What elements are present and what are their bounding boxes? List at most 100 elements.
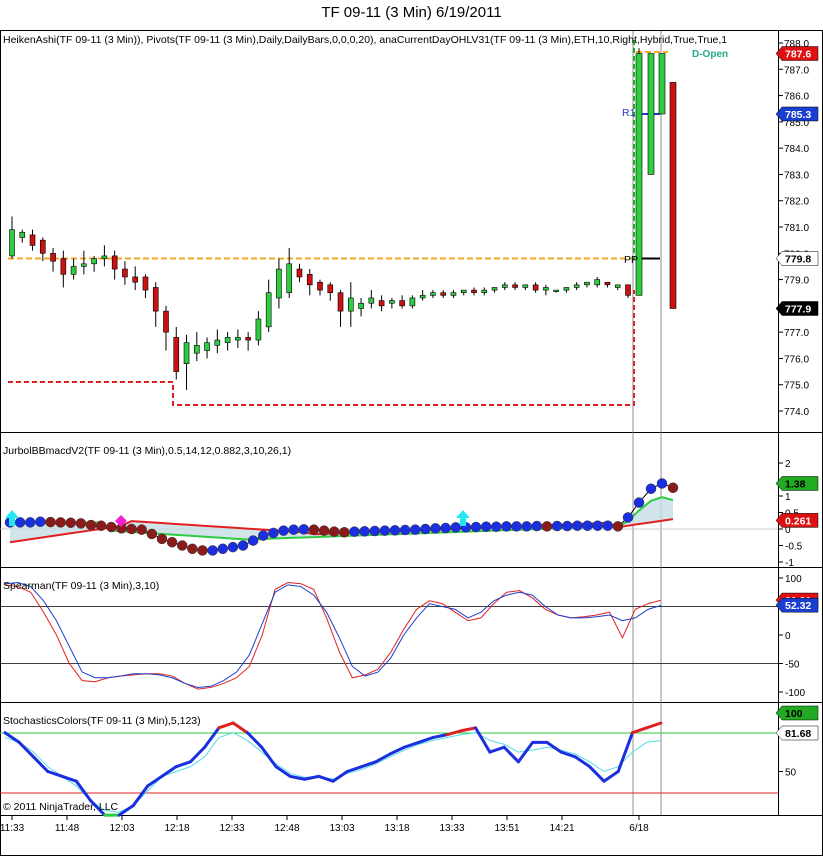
macd-dot <box>592 520 603 531</box>
stoch-k-segment <box>217 721 235 730</box>
candle-body <box>183 342 190 364</box>
candle-body <box>635 53 643 296</box>
candle-body <box>658 53 666 115</box>
time-tick-label: 14:21 <box>549 823 574 834</box>
candle-body <box>669 82 677 309</box>
stoch-k-segment <box>474 726 492 754</box>
candle-body <box>306 274 313 286</box>
price-tick-label: 776.0 <box>784 354 809 365</box>
macd-badge-lower: 0.261 <box>775 513 819 528</box>
stoch-k-segment <box>402 740 421 749</box>
stoch-k-segment <box>374 752 392 764</box>
macd-dot <box>541 521 553 532</box>
axes-layer: 788.0 787.0 786.0 785.0 784.0 783.0 782.0 781.0… <box>0 39 819 834</box>
stoch-k-segment <box>317 774 335 783</box>
candle-body <box>276 268 282 299</box>
macd-dot <box>667 482 679 493</box>
stoch-k-segment <box>231 721 249 735</box>
time-tick-label: 13:03 <box>329 823 354 834</box>
candle-body <box>19 231 26 238</box>
candle-body <box>501 284 508 288</box>
macd-dot <box>106 521 117 533</box>
price-tick-label: 781.0 <box>784 223 809 234</box>
candle-body <box>70 266 77 275</box>
macd-dot <box>430 523 441 534</box>
spearman-tick-label: -50 <box>785 660 800 671</box>
day-low-line <box>8 290 635 406</box>
macd-dot <box>470 521 482 533</box>
price-tick-label: 784.0 <box>784 144 809 155</box>
macd-dot <box>55 517 66 528</box>
candle-body <box>111 255 118 270</box>
macd-dot <box>561 520 573 532</box>
macd-dot <box>288 524 299 535</box>
price-badge-dopen: 787.6 <box>775 46 819 61</box>
macd-dot <box>612 521 624 532</box>
macd-dot <box>278 525 289 536</box>
stoch-badge-lower: 81.68 <box>775 725 819 741</box>
price-tick-label: 785.0 <box>784 118 809 129</box>
macd-dot <box>349 526 360 537</box>
price-badge-pp: 779.8 <box>775 251 819 266</box>
value-badge-shape <box>775 597 819 613</box>
candle-body <box>573 284 580 288</box>
time-tick-label: 12:33 <box>219 823 244 834</box>
macd-dot <box>45 516 56 528</box>
candle-body <box>255 318 262 341</box>
time-tick-label: 13:18 <box>384 823 409 834</box>
value-badge-shape <box>775 705 819 721</box>
spearman-panel-label: Spearman(TF 09-11 (3 Min),3,10) <box>3 580 159 592</box>
stoch-k-segment <box>630 726 649 735</box>
stoch-k-segment <box>260 745 278 769</box>
value-badge-shape <box>775 476 819 491</box>
value-badge-shape <box>775 251 819 266</box>
candle-body <box>122 268 128 278</box>
macd-line <box>10 482 674 551</box>
candle-body <box>399 300 405 307</box>
stoch-k-segment <box>588 765 606 783</box>
time-tick-label: 13:33 <box>439 823 464 834</box>
stoch-k-segment <box>645 721 663 730</box>
stoch-k-segment <box>431 733 449 740</box>
macd-dot <box>551 520 563 532</box>
value-badge-shape <box>775 513 819 528</box>
candle-body <box>430 292 436 296</box>
macd-band-fill <box>10 497 673 543</box>
stoch-k-segment <box>345 765 364 773</box>
candle-body <box>9 229 15 257</box>
stoch-k-segment <box>89 799 107 817</box>
macd-dot <box>531 520 543 532</box>
candle-body <box>563 287 570 291</box>
up-arrow-icon <box>5 510 19 526</box>
stochastics-panel <box>0 721 778 817</box>
candle-body <box>625 284 631 296</box>
macd-tick-label: -0.5 <box>785 542 803 553</box>
macd-dot <box>35 516 46 527</box>
value-badge-text: 777.9 <box>785 303 811 315</box>
time-tick-label: 12:48 <box>274 823 299 834</box>
candle-body <box>419 295 426 299</box>
chart-window-title: TF 09-11 (3 Min) 6/19/2011 <box>321 4 502 21</box>
macd-dot <box>501 521 512 532</box>
candle-body <box>368 297 375 304</box>
price-tick-label: 787.0 <box>784 65 809 76</box>
spearman-tick-label: -100 <box>785 688 805 699</box>
macd-tick-label: 2 <box>785 459 791 470</box>
macd-dot <box>75 518 87 529</box>
candle-body <box>491 287 498 291</box>
stoch-k-segment <box>502 745 520 764</box>
stoch-d-line <box>4 732 662 813</box>
macd-dot <box>399 524 411 536</box>
chart-frame <box>0 30 823 856</box>
time-tick-label: 11:48 <box>55 823 80 834</box>
stoch-k-segment <box>60 774 78 783</box>
macd-dot <box>25 517 36 528</box>
spearman-badge-blue: 52.32 <box>775 597 819 613</box>
price-panel-label: HeikenAshi(TF 09-11 (3 Min)), Pivots(TF … <box>3 34 727 46</box>
value-badge-text: 52.32 <box>785 600 811 612</box>
stoch-k-segment <box>388 745 406 756</box>
stoch-k-segment <box>46 770 64 778</box>
stoch-k-segment <box>17 740 36 759</box>
macd-dot <box>572 520 583 531</box>
